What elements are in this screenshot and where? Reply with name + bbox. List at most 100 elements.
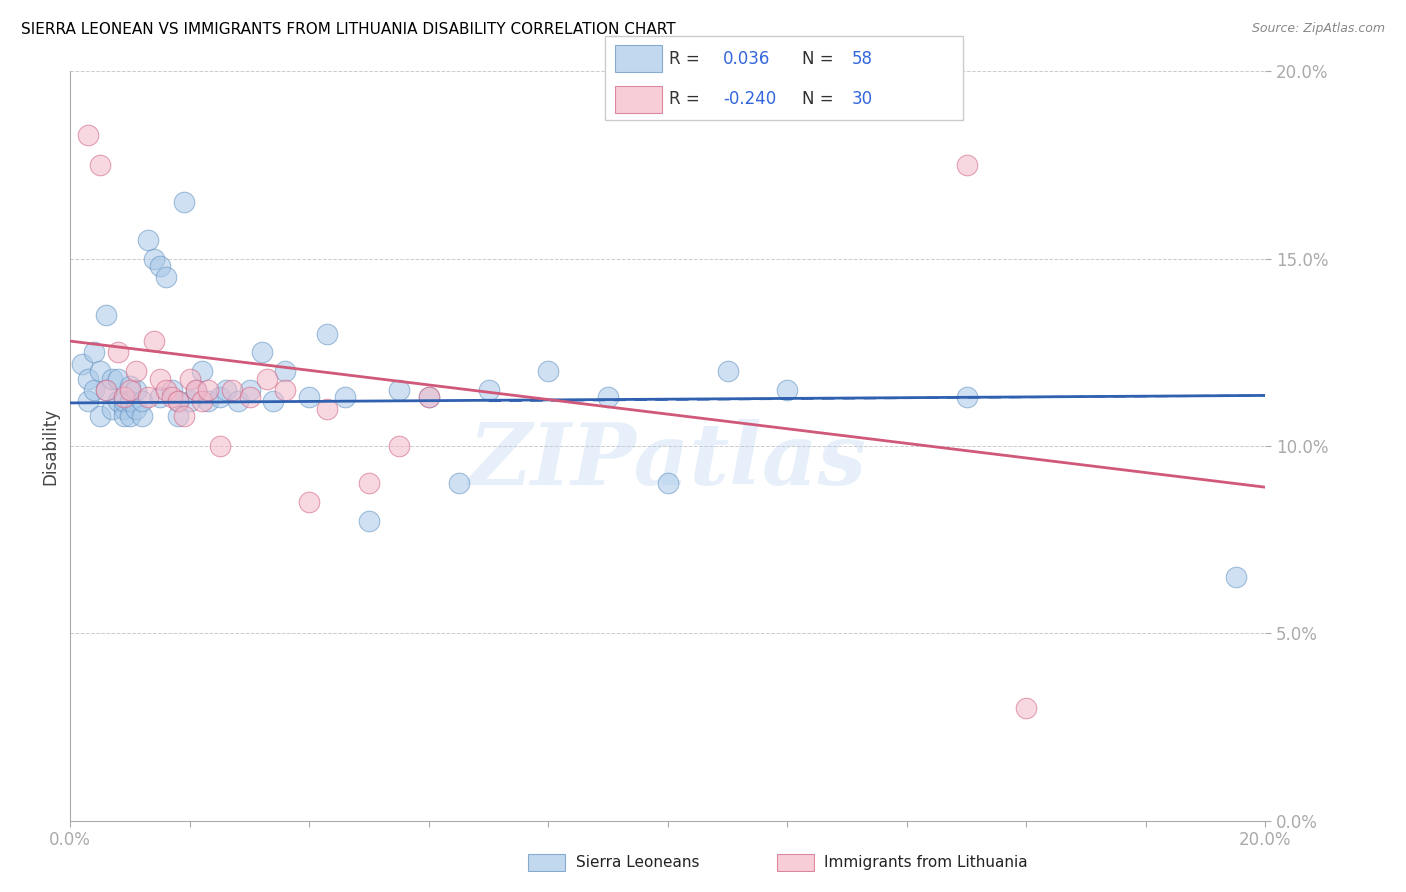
Point bbox=[120, 394, 141, 409]
Point bbox=[89, 158, 111, 172]
Point bbox=[717, 364, 740, 378]
FancyBboxPatch shape bbox=[605, 36, 963, 120]
Text: Sierra Leoneans: Sierra Leoneans bbox=[576, 855, 700, 870]
Point bbox=[418, 390, 440, 404]
Point bbox=[166, 409, 188, 423]
Point bbox=[143, 334, 166, 348]
Text: 0.036: 0.036 bbox=[723, 50, 770, 68]
Point bbox=[96, 383, 118, 397]
Point bbox=[256, 371, 278, 385]
Text: Source: ZipAtlas.com: Source: ZipAtlas.com bbox=[1251, 22, 1385, 36]
FancyBboxPatch shape bbox=[778, 855, 814, 871]
FancyBboxPatch shape bbox=[529, 855, 565, 871]
Point bbox=[274, 383, 297, 397]
Point bbox=[166, 394, 188, 409]
Point bbox=[120, 379, 141, 393]
Point bbox=[149, 390, 172, 404]
Point bbox=[155, 270, 177, 285]
Point bbox=[120, 383, 141, 397]
Point bbox=[107, 371, 129, 385]
Point bbox=[77, 394, 100, 409]
Point bbox=[131, 409, 153, 423]
Point bbox=[359, 476, 381, 491]
Text: -0.240: -0.240 bbox=[723, 90, 776, 108]
Point bbox=[112, 394, 135, 409]
Point bbox=[112, 390, 135, 404]
Point bbox=[160, 390, 183, 404]
Point bbox=[191, 364, 214, 378]
Point bbox=[107, 394, 129, 409]
Point bbox=[101, 371, 124, 385]
Point bbox=[96, 383, 118, 397]
Point bbox=[197, 394, 219, 409]
Point bbox=[173, 195, 195, 210]
Point bbox=[96, 308, 118, 322]
Point bbox=[263, 394, 285, 409]
Point bbox=[537, 364, 560, 378]
Point bbox=[657, 476, 679, 491]
Point bbox=[956, 390, 979, 404]
Point bbox=[298, 495, 321, 509]
Point bbox=[191, 394, 214, 409]
Text: R =: R = bbox=[669, 50, 706, 68]
Point bbox=[179, 394, 201, 409]
Point bbox=[388, 383, 411, 397]
Point bbox=[208, 390, 231, 404]
Point bbox=[112, 401, 135, 416]
FancyBboxPatch shape bbox=[616, 86, 662, 112]
Point bbox=[83, 383, 105, 397]
Point bbox=[214, 383, 236, 397]
Point bbox=[143, 252, 166, 266]
Text: N =: N = bbox=[801, 50, 838, 68]
Point bbox=[239, 390, 262, 404]
Point bbox=[274, 364, 297, 378]
Point bbox=[447, 476, 470, 491]
Point bbox=[359, 514, 381, 528]
Point bbox=[131, 394, 153, 409]
Point bbox=[184, 383, 207, 397]
Point bbox=[598, 390, 620, 404]
Point bbox=[956, 158, 979, 172]
Text: SIERRA LEONEAN VS IMMIGRANTS FROM LITHUANIA DISABILITY CORRELATION CHART: SIERRA LEONEAN VS IMMIGRANTS FROM LITHUA… bbox=[21, 22, 676, 37]
Point bbox=[197, 383, 219, 397]
Point bbox=[316, 326, 339, 341]
Point bbox=[316, 401, 339, 416]
Point bbox=[335, 390, 357, 404]
Point bbox=[160, 383, 183, 397]
Point bbox=[89, 364, 111, 378]
Y-axis label: Disability: Disability bbox=[41, 408, 59, 484]
Point bbox=[221, 383, 243, 397]
Text: R =: R = bbox=[669, 90, 706, 108]
Point bbox=[125, 364, 148, 378]
Text: N =: N = bbox=[801, 90, 838, 108]
Point bbox=[120, 409, 141, 423]
FancyBboxPatch shape bbox=[616, 45, 662, 72]
Point bbox=[77, 128, 100, 142]
Point bbox=[776, 383, 799, 397]
Point bbox=[101, 401, 124, 416]
Point bbox=[136, 233, 159, 247]
Point bbox=[239, 383, 262, 397]
Point bbox=[107, 345, 129, 359]
Point bbox=[388, 439, 411, 453]
Point bbox=[173, 409, 195, 423]
Point bbox=[226, 394, 249, 409]
Point bbox=[112, 409, 135, 423]
Point bbox=[155, 383, 177, 397]
Point bbox=[184, 383, 207, 397]
Point bbox=[149, 371, 172, 385]
Point bbox=[149, 259, 172, 273]
Point bbox=[1015, 701, 1038, 715]
Point bbox=[208, 439, 231, 453]
Point bbox=[1225, 570, 1247, 584]
Text: 30: 30 bbox=[852, 90, 873, 108]
Point bbox=[83, 345, 105, 359]
Point bbox=[70, 357, 93, 371]
Point bbox=[478, 383, 501, 397]
Point bbox=[250, 345, 273, 359]
Point bbox=[418, 390, 440, 404]
Point bbox=[125, 383, 148, 397]
Point bbox=[136, 390, 159, 404]
Text: 58: 58 bbox=[852, 50, 873, 68]
Point bbox=[125, 401, 148, 416]
